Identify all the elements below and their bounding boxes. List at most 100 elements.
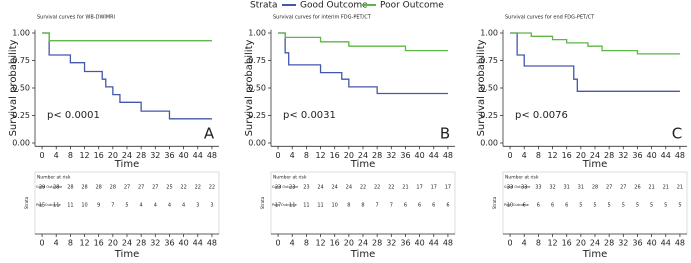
- table-x-tick-label: 36: [164, 239, 174, 248]
- x-axis-title: Time: [582, 159, 607, 170]
- table-x-tick-label: 20: [344, 239, 354, 248]
- table-x-tick-label: 44: [193, 239, 203, 248]
- y-axis-title: Survival probability: [244, 39, 255, 136]
- table-x-tick-label: 8: [304, 239, 309, 248]
- risk-count: 17: [416, 185, 422, 191]
- x-tick-label: 44: [429, 151, 439, 160]
- risk-count: 21: [677, 185, 683, 191]
- x-tick-label: 20: [108, 151, 118, 160]
- risk-count: 22: [388, 185, 394, 191]
- table-x-tick-label: 32: [150, 239, 160, 248]
- x-tick-label: 0: [508, 151, 513, 160]
- table-x-tick-label: 16: [94, 239, 104, 248]
- risk-count: 17: [431, 185, 437, 191]
- risk-count: 5: [664, 203, 667, 209]
- risk-count: 28: [53, 185, 59, 191]
- x-tick-label: 36: [632, 151, 642, 160]
- risk-count: 23: [303, 185, 309, 191]
- risk-count: 4: [168, 203, 171, 209]
- risk-count: 4: [140, 203, 143, 209]
- risk-count: 27: [606, 185, 612, 191]
- x-tick-label: 20: [344, 151, 354, 160]
- risk-row-label: Good Outcome: [272, 185, 298, 189]
- y-tick-label: 1.00: [12, 29, 30, 38]
- x-tick-label: 28: [136, 151, 146, 160]
- risk-count: 7: [376, 203, 379, 209]
- risk-table-title: Number at risk: [37, 175, 71, 181]
- x-tick-label: 8: [68, 151, 73, 160]
- risk-count: 27: [620, 185, 626, 191]
- risk-count: 27: [124, 185, 130, 191]
- survival-curve: [42, 32, 212, 42]
- x-tick-label: 4: [54, 151, 59, 160]
- risk-count: 22: [374, 185, 380, 191]
- risk-count: 28: [592, 185, 598, 191]
- x-tick-label: 20: [576, 151, 586, 160]
- table-x-tick-label: 8: [68, 239, 73, 248]
- risk-count: 6: [432, 203, 435, 209]
- x-tick-label: 0: [40, 151, 45, 160]
- risk-count: 23: [289, 185, 295, 191]
- x-tick-label: 44: [193, 151, 203, 160]
- y-tick-label: 0.75: [12, 56, 30, 65]
- table-x-tick-label: 32: [618, 239, 628, 248]
- risk-count: 33: [535, 185, 541, 191]
- risk-count: 4: [182, 203, 185, 209]
- risk-count: 28: [96, 185, 102, 191]
- chart-subtitle: Survival curves for WB-DWIMRI: [37, 15, 115, 21]
- risk-count: 11: [67, 203, 73, 209]
- y-tick-label: 0.25: [12, 111, 30, 120]
- x-tick-label: 48: [207, 151, 217, 160]
- risk-count: 6: [404, 203, 407, 209]
- table-x-tick-label: 32: [386, 239, 396, 248]
- risk-count: 8: [361, 203, 364, 209]
- table-x-tick-label: 24: [358, 239, 368, 248]
- risk-count: 21: [402, 185, 408, 191]
- table-x-tick-label: 20: [108, 239, 118, 248]
- table-x-tick-label: 4: [522, 239, 527, 248]
- x-tick-label: 4: [290, 151, 295, 160]
- risk-count: 6: [551, 203, 554, 209]
- risk-count: 22: [209, 185, 215, 191]
- risk-count: 23: [275, 185, 281, 191]
- p-value: p< 0.0076: [515, 110, 568, 121]
- risk-count: 7: [390, 203, 393, 209]
- x-tick-label: 40: [179, 151, 189, 160]
- risk-count: 24: [332, 185, 338, 191]
- x-tick-label: 16: [330, 151, 340, 160]
- table-x-tick-label: 36: [400, 239, 410, 248]
- panel-letter: C: [672, 125, 682, 143]
- table-x-tick-label: 48: [207, 239, 217, 248]
- risk-count: 33: [507, 185, 513, 191]
- risk-count: 11: [317, 203, 323, 209]
- risk-table-title: Number at risk: [505, 175, 539, 181]
- risk-count: 17: [275, 203, 281, 209]
- x-axis-title: Time: [350, 159, 375, 170]
- survival-curve: [278, 32, 448, 52]
- risk-count: 22: [360, 185, 366, 191]
- table-x-tick-label: 12: [79, 239, 89, 248]
- y-axis-title: Survival probability: [8, 39, 19, 136]
- risk-count: 15: [39, 203, 45, 209]
- x-tick-label: 12: [79, 151, 89, 160]
- x-tick-label: 8: [304, 151, 309, 160]
- chart-subtitle: Survival curves for interim FDG-PET/CT: [273, 15, 372, 21]
- p-value: p< 0.0031: [283, 110, 336, 121]
- table-x-tick-label: 0: [40, 239, 45, 248]
- risk-table-title: Number at risk: [273, 175, 307, 181]
- y-tick-label: 0.00: [12, 139, 30, 148]
- table-x-tick-label: 8: [536, 239, 541, 248]
- table-x-tick-label: 16: [330, 239, 340, 248]
- risk-table-strata: Strata: [492, 196, 497, 209]
- risk-row-label: Poor Outcome: [36, 203, 61, 207]
- table-x-tick-label: 24: [590, 239, 600, 248]
- table-x-axis-title: Time: [350, 249, 375, 260]
- risk-count: 5: [636, 203, 639, 209]
- y-tick-label: 0.75: [480, 56, 498, 65]
- risk-count: 27: [152, 185, 158, 191]
- risk-count: 24: [346, 185, 352, 191]
- risk-count: 5: [579, 203, 582, 209]
- risk-count: 31: [578, 185, 584, 191]
- x-tick-label: 48: [675, 151, 685, 160]
